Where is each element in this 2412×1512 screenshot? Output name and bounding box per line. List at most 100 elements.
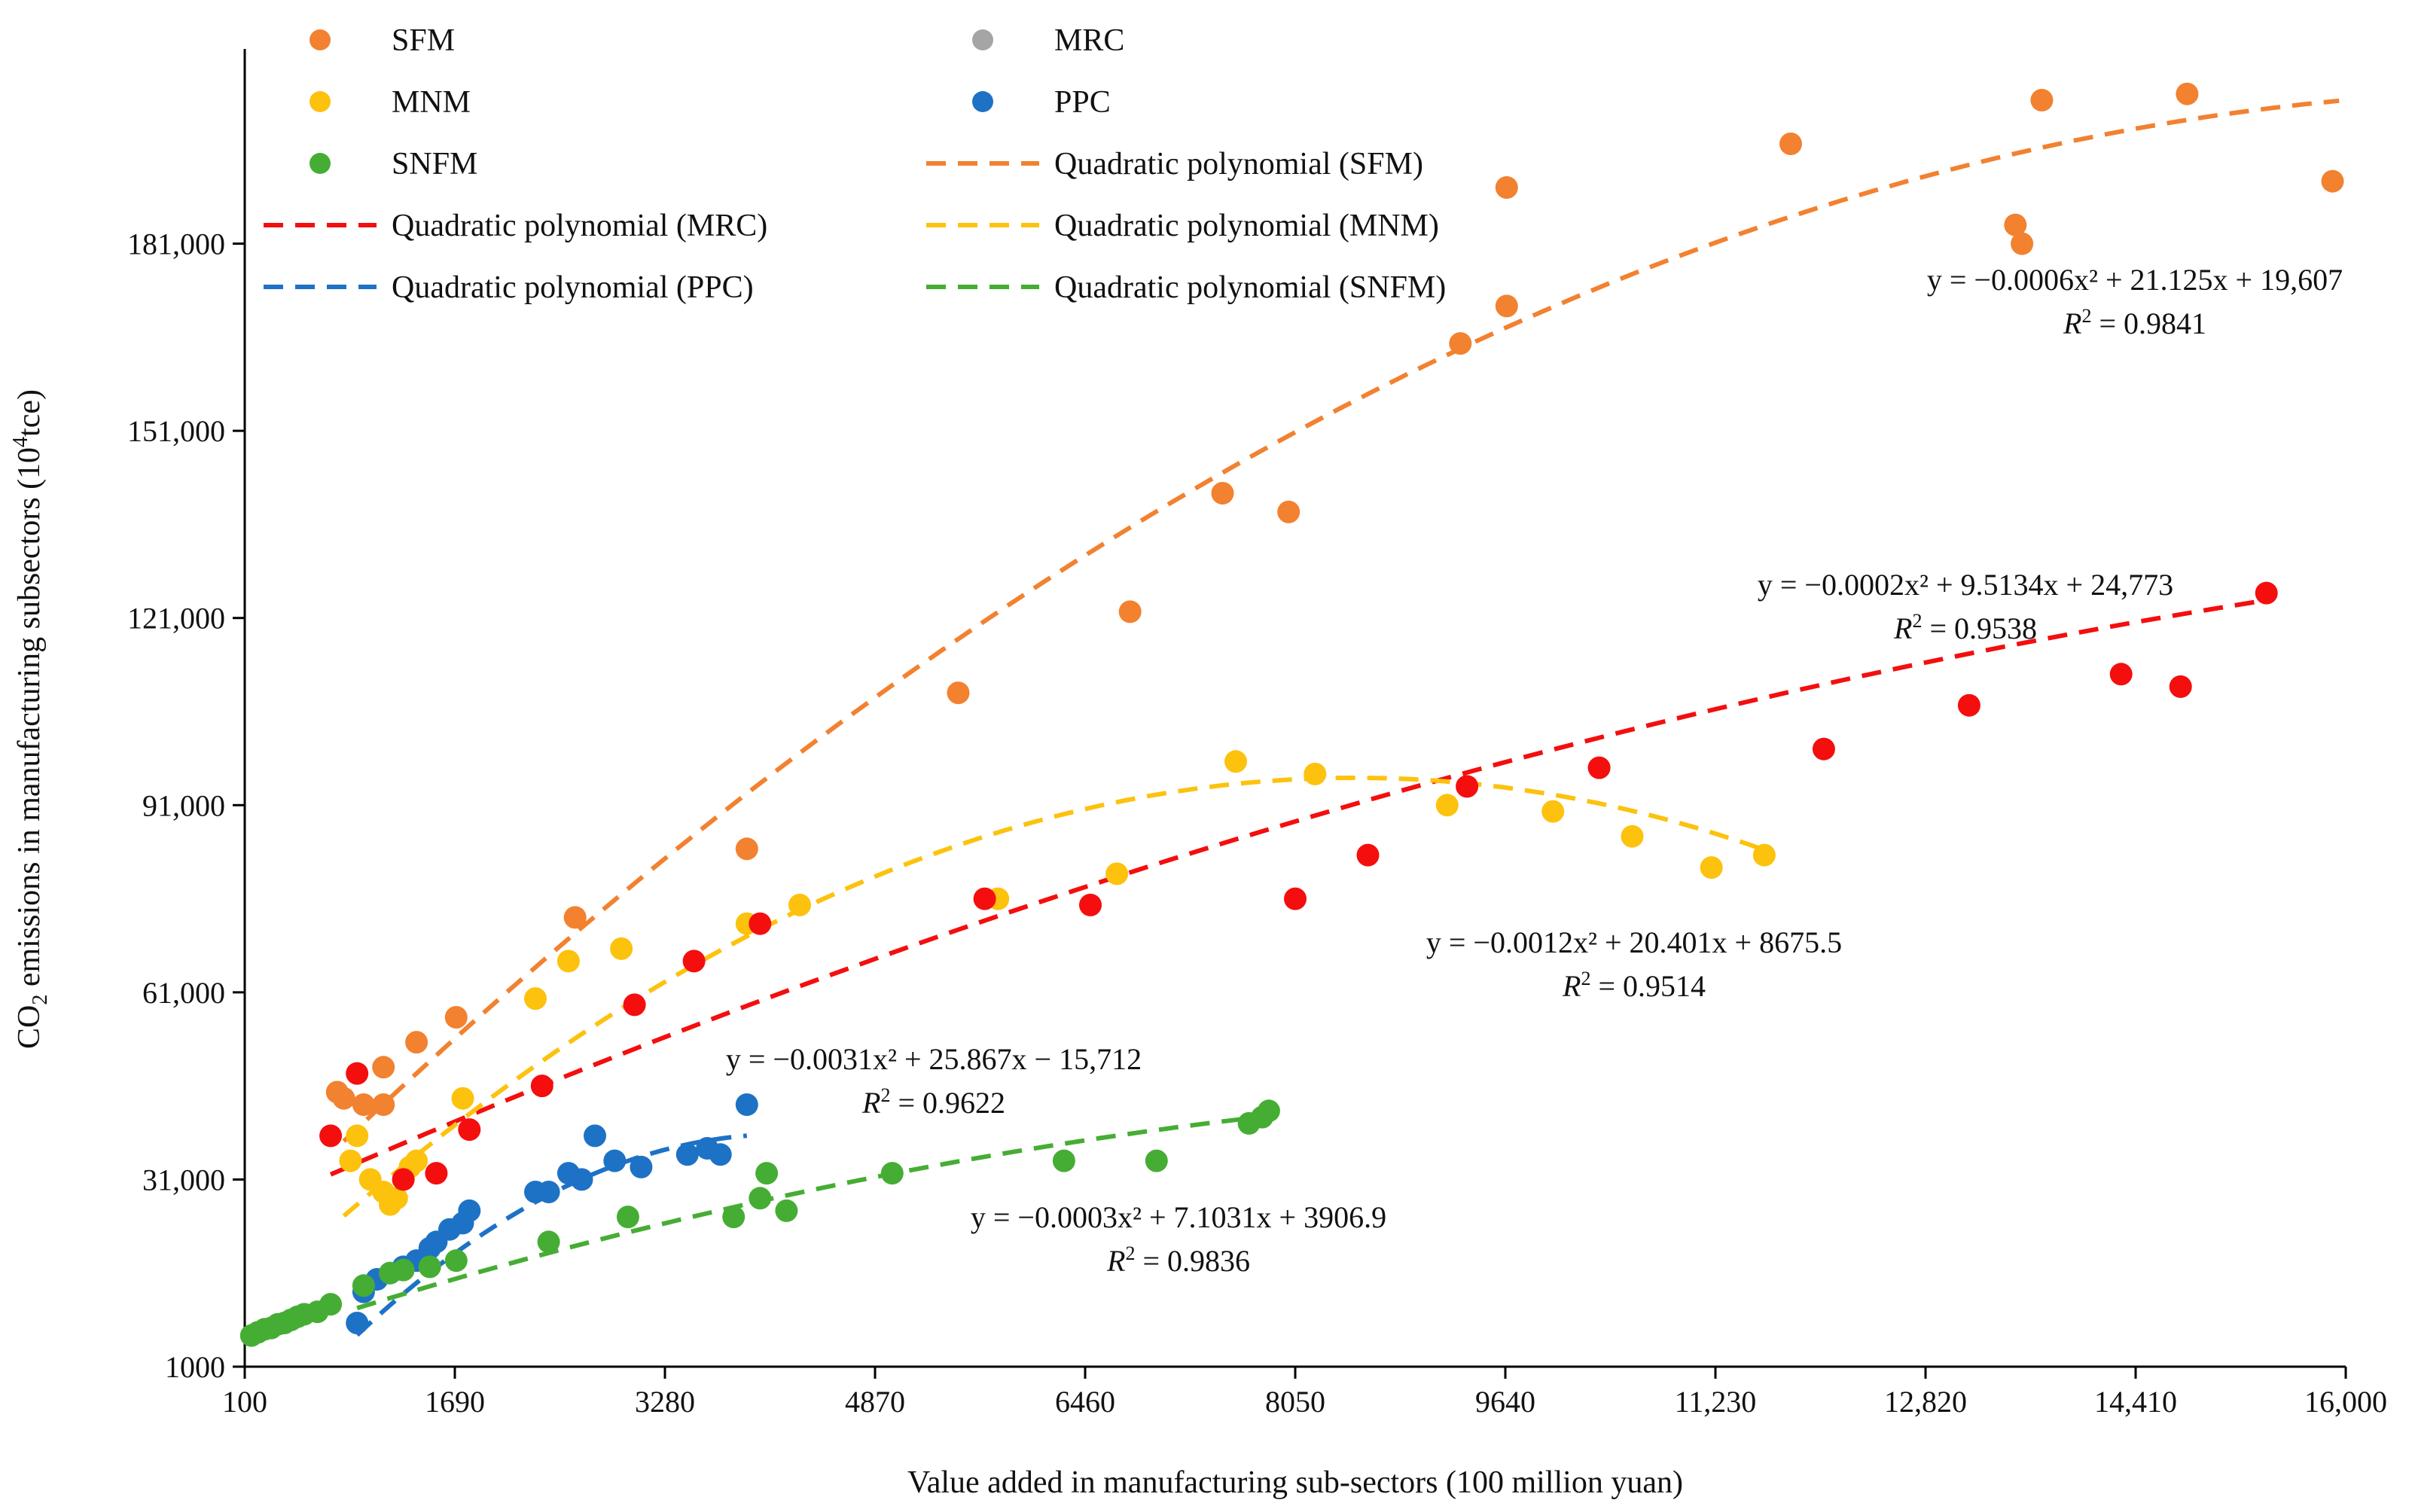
data-point-snfm	[352, 1274, 375, 1297]
y-tick-label: 31,000	[142, 1163, 225, 1196]
x-tick-label: 11,230	[1675, 1385, 1757, 1419]
data-point-ppc	[537, 1181, 560, 1203]
data-point-mrc	[2109, 663, 2133, 686]
data-point-snfm	[755, 1162, 779, 1185]
data-point-mnm	[1435, 794, 1459, 817]
data-point-mnm	[788, 893, 811, 916]
fit-line	[342, 98, 2340, 1143]
data-point-ppc	[584, 1124, 606, 1148]
data-point-mnm	[610, 937, 633, 960]
data-point-snfm	[1257, 1099, 1280, 1123]
data-point-mrc	[973, 887, 996, 910]
equation-label: y = −0.0006x² + 21.125x + 19,607	[1927, 263, 2343, 297]
data-point-sfm	[2176, 82, 2199, 105]
equation-label: y = −0.0003x² + 7.1031x + 3906.9	[971, 1200, 1386, 1234]
data-point-mrc	[1284, 887, 1307, 910]
data-point-snfm	[1145, 1149, 1168, 1172]
x-tick-label: 1690	[425, 1385, 485, 1419]
legend-label: SFM	[392, 23, 455, 58]
fit-line	[356, 1114, 1270, 1311]
y-tick-label: 61,000	[142, 976, 225, 1010]
data-point-ppc	[346, 1312, 369, 1334]
data-point-ppc	[570, 1168, 593, 1191]
data-point-mnm	[1224, 750, 1247, 773]
data-point-mrc	[1356, 843, 1380, 867]
r-squared-label: R2 = 0.9836	[1106, 1242, 1250, 1278]
data-point-mnm	[556, 950, 580, 973]
legend-marker	[310, 91, 331, 112]
data-point-mrc	[530, 1075, 553, 1098]
data-point-ppc	[630, 1155, 653, 1178]
r-squared-label: R2 = 0.9538	[1893, 610, 2037, 645]
data-point-mnm	[385, 1187, 408, 1210]
data-point-mrc	[2169, 675, 2192, 698]
legend-label: PPC	[1054, 85, 1111, 120]
data-point-sfm	[444, 1006, 468, 1029]
y-axis-title: CO2 emissions in manufacturing subsector…	[9, 389, 52, 1049]
data-point-snfm	[722, 1206, 746, 1229]
legend: SFM MRC MNM PPC SNFM Quadratic polynomial (SF…	[264, 23, 1446, 305]
data-point-sfm	[372, 1056, 395, 1079]
data-point-sfm	[332, 1087, 355, 1110]
data-point-mnm	[524, 987, 547, 1011]
y-tick-label: 121,000	[127, 602, 225, 636]
data-point-mrc	[749, 912, 772, 935]
data-point-sfm	[947, 681, 970, 705]
equation-label: y = −0.0002x² + 9.5134x + 24,773	[1758, 568, 2173, 602]
x-tick-label: 100	[222, 1385, 267, 1419]
data-point-ppc	[709, 1143, 732, 1166]
data-point-snfm	[1052, 1149, 1075, 1172]
x-tick-label: 14,410	[2094, 1385, 2177, 1419]
data-point-sfm	[1211, 482, 1234, 505]
data-point-mnm	[346, 1124, 369, 1148]
data-point-sfm	[735, 837, 758, 861]
data-point-mnm	[1752, 843, 1776, 867]
y-tick-label: 91,000	[142, 788, 225, 822]
data-point-sfm	[1449, 332, 1472, 355]
y-tick-label: 151,000	[127, 414, 225, 448]
data-point-mrc	[623, 993, 646, 1017]
data-point-mrc	[1957, 694, 1981, 717]
data-point-mnm	[451, 1087, 474, 1110]
y-tick-label: 1000	[165, 1350, 225, 1384]
data-point-sfm	[1277, 500, 1301, 523]
data-point-mrc	[1456, 775, 1479, 798]
data-point-snfm	[319, 1293, 343, 1316]
legend-marker	[972, 29, 993, 50]
data-point-sfm	[1495, 294, 1518, 318]
x-tick-label: 9640	[1475, 1385, 1535, 1419]
legend-label: MRC	[1054, 23, 1124, 58]
data-point-snfm	[749, 1187, 772, 1210]
data-point-mrc	[346, 1062, 369, 1085]
data-point-mrc	[1587, 756, 1611, 779]
legend-label: Quadratic polynomial (PPC)	[392, 270, 754, 305]
data-point-mrc	[392, 1168, 415, 1191]
r-squared-label: R2 = 0.9514	[1562, 968, 1706, 1003]
data-point-snfm	[537, 1230, 560, 1254]
data-point-mnm	[1700, 856, 1723, 879]
data-point-sfm	[2030, 89, 2054, 111]
data-point-ppc	[735, 1093, 758, 1116]
x-tick-label: 6460	[1055, 1385, 1115, 1419]
data-point-snfm	[392, 1258, 415, 1282]
data-point-snfm	[418, 1255, 441, 1279]
data-point-sfm	[2004, 213, 2027, 236]
legend-label: Quadratic polynomial (SNFM)	[1054, 270, 1446, 305]
data-point-sfm	[1779, 133, 1802, 155]
data-point-ppc	[603, 1149, 627, 1172]
legend-label: Quadratic polynomial (SFM)	[1054, 147, 1423, 181]
x-tick-label: 3280	[635, 1385, 695, 1419]
data-point-mrc	[1079, 893, 1102, 916]
y-tick-label: 181,000	[127, 227, 225, 261]
data-point-sfm	[405, 1031, 428, 1054]
data-point-mnm	[405, 1149, 428, 1172]
data-point-ppc	[458, 1199, 481, 1222]
data-point-snfm	[616, 1206, 639, 1229]
legend-label: MNM	[392, 85, 471, 120]
data-point-mrc	[2255, 581, 2278, 605]
r-squared-label: R2 = 0.9841	[2063, 305, 2206, 340]
legend-label: Quadratic polynomial (MRC)	[392, 209, 767, 243]
data-point-mrc	[1812, 737, 1835, 761]
equation-label: y = −0.0031x² + 25.867x − 15,712	[726, 1042, 1142, 1076]
data-point-mnm	[1621, 825, 1644, 848]
